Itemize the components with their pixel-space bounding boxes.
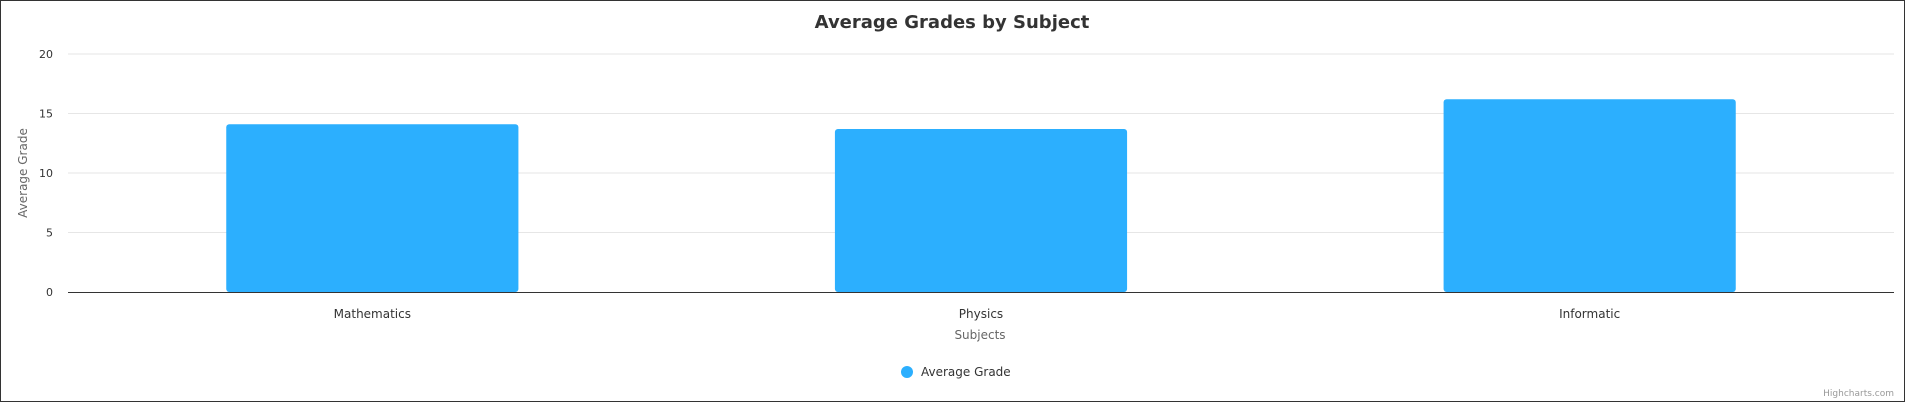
y-axis-ticks: 0 5 10 15 20	[39, 48, 53, 299]
bar-mathematics[interactable]	[226, 124, 519, 293]
y-tick-label: 5	[46, 227, 53, 240]
credits-link[interactable]: Highcharts.com	[1823, 389, 1894, 399]
chart-title: Average Grades by Subject	[815, 12, 1090, 33]
bar-physics[interactable]	[834, 128, 1128, 292]
y-tick-label: 0	[46, 286, 53, 299]
y-axis-title: Average Grade	[16, 128, 30, 218]
x-axis-title: Subjects	[954, 328, 1005, 342]
y-tick-label: 15	[39, 108, 53, 121]
y-tick-label: 20	[39, 48, 53, 61]
bars	[226, 99, 1736, 293]
legend-item-average-grade[interactable]: Average Grade	[921, 365, 1011, 379]
y-tick-label: 10	[39, 167, 53, 180]
x-tick-label: Informatic	[1559, 307, 1620, 321]
x-axis-ticks: Mathematics Physics Informatic	[334, 307, 1621, 321]
x-tick-label: Physics	[959, 307, 1003, 321]
x-tick-label: Mathematics	[334, 307, 411, 321]
legend[interactable]: Average Grade	[901, 365, 1011, 379]
bar-informatic[interactable]	[1443, 99, 1736, 292]
legend-marker-icon[interactable]	[901, 366, 913, 378]
